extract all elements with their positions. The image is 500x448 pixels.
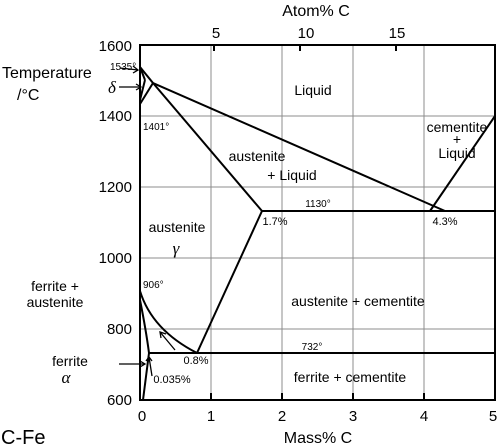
x-tick-label: 1 <box>207 408 215 425</box>
y-axis-title-line2: /°C <box>17 87 39 104</box>
temp-1535-label: 1535° <box>110 62 136 73</box>
temp-1401-label: 1401° <box>143 122 169 133</box>
gamma-symbol: γ <box>173 239 181 258</box>
comp-4.3-label: 4.3% <box>432 216 457 228</box>
x-tick-label: 5 <box>489 408 497 425</box>
y-tick-label: 1200 <box>99 179 132 196</box>
grid <box>140 45 495 400</box>
comp-1.7-label: 1.7% <box>262 216 287 228</box>
y-tick-label: 1600 <box>99 38 132 55</box>
region-liquid-label: Liquid <box>294 82 331 98</box>
region-ferrite-label: ferrite <box>52 353 88 369</box>
y-tick-label: 800 <box>107 321 132 338</box>
x-tick-label: 0 <box>138 408 146 425</box>
temp-1130-label: 1130° <box>305 199 331 210</box>
x-tick-label: 3 <box>349 408 357 425</box>
y-tick-label: 600 <box>107 392 132 409</box>
y-tick-label: 1400 <box>99 108 132 125</box>
annotation-arrows <box>119 65 176 377</box>
top-axis-title: Atom% C <box>282 3 350 20</box>
temp-906-label: 906° <box>143 280 164 291</box>
x-top-tick-label: 5 <box>212 25 220 42</box>
x-tick-label: 2 <box>278 408 286 425</box>
region-austenite-liquid-label: + Liquid <box>267 167 316 183</box>
comp-0.035-label: 0.035% <box>153 374 191 386</box>
region-cementite-liquid-label: Liquid <box>438 145 475 161</box>
plot-frame <box>139 44 496 401</box>
x-top-tick-label: 15 <box>389 25 406 42</box>
x-top-tick-label: 10 <box>298 25 315 42</box>
y-axis-title-line1: Temperature <box>2 65 92 82</box>
region-ferrite-austenite-label: austenite <box>27 294 84 310</box>
region-ferrite-austenite-label: ferrite + <box>31 278 79 294</box>
region-austenite-cementite-label: austenite + cementite <box>291 293 425 309</box>
region-ferrite-cementite-label: ferrite + cementite <box>294 369 407 385</box>
delta-symbol: δ <box>108 78 117 97</box>
y-tick-label: 1000 <box>99 250 132 267</box>
region-cementite-liquid-label: cementite <box>427 119 488 135</box>
region-cementite-liquid-label: + <box>453 131 461 147</box>
phase-boundaries <box>139 66 496 401</box>
region-austenite-liquid-label: austenite <box>229 148 286 164</box>
temp-732-label: 732° <box>302 342 323 353</box>
diagram-title: C-Fe <box>1 427 45 448</box>
comp-0.8-label: 0.8% <box>183 355 208 367</box>
axis-ticks <box>139 45 425 400</box>
x-tick-label: 4 <box>420 408 428 425</box>
region-austenite-label: austenite <box>149 219 206 235</box>
alpha-symbol: α <box>62 368 72 387</box>
bottom-axis-title: Mass% C <box>284 430 352 447</box>
